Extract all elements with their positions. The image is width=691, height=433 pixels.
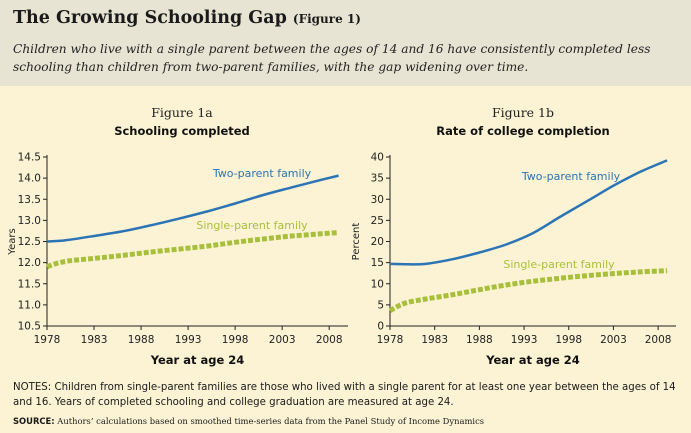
fig1b-x-tick-label: 1988 (466, 334, 493, 346)
notes-text: Children from single-parent families are… (13, 382, 676, 408)
header-band: The Growing Schooling Gap (Figure 1) Chi… (0, 0, 691, 86)
fig1a-x-axis-title: Year at age 24 (150, 353, 245, 367)
fig1b-y-axis-title: Percent (351, 223, 362, 261)
fig1a-y-tick-label: 14.5 (18, 152, 41, 164)
fig1a-two-parent-label: Two-parent family (212, 167, 312, 180)
source-text: Authors’ calculations based on smoothed … (57, 416, 485, 426)
fig1b-x-tick-label: 1983 (421, 334, 448, 346)
fig1b-x-tick-label: 2003 (600, 334, 627, 346)
fig1b-x-tick-label: 1978 (377, 334, 404, 346)
title-figure-note: (Figure 1) (292, 12, 361, 26)
notes: NOTES: Children from single-parent famil… (13, 380, 683, 410)
fig1a-x-tick-label: 1983 (81, 334, 108, 346)
figure-1a-title: Schooling completed (114, 124, 250, 138)
figure-1a-label: Figure 1a (151, 105, 213, 120)
fig1a-y-tick-label: 10.5 (18, 321, 41, 333)
fig1b-x-tick-label: 2008 (645, 334, 672, 346)
notes-lead: NOTES: (13, 382, 52, 393)
fig1b-y-tick-label: 25 (371, 215, 384, 227)
fig1a-x-tick-label: 1998 (222, 334, 249, 346)
fig1a-two-parent-line (46, 174, 339, 243)
fig1a-y-axis-title: Years (7, 228, 18, 255)
fig1a-x-tick-label: 1988 (128, 334, 155, 346)
fig1a-y-tick-label: 13.0 (18, 215, 41, 227)
fig1b-y-tick-label: 35 (371, 173, 384, 185)
fig1b-x-tick-label: 1998 (555, 334, 582, 346)
fig1b-single-parent-label: Single-parent family (503, 258, 615, 271)
fig1a-single-parent-label: Single-parent family (196, 219, 308, 232)
fig1b-y-tick-label: 40 (371, 152, 384, 164)
fig1a-y-tick-label: 12.5 (18, 236, 41, 248)
source-lead: SOURCE: (13, 416, 55, 426)
fig1b-y-tick-label: 0 (377, 321, 384, 333)
fig1b-y-tick-label: 20 (371, 236, 384, 248)
figure-1b-label: Figure 1b (491, 105, 555, 120)
fig1b-y-tick-label: 30 (371, 194, 384, 206)
page-title: The Growing Schooling Gap (Figure 1) (13, 8, 361, 28)
fig1b-two-parent-line (389, 159, 668, 266)
fig1a-y-tick-label: 14.0 (18, 173, 41, 185)
fig1a-x-tick-label: 2008 (316, 334, 343, 346)
fig1b-single-parent-line (388, 268, 668, 313)
fig1b-x-axis-title: Year at age 24 (485, 353, 580, 367)
fig1a-y-tick-label: 11.0 (18, 299, 41, 311)
figure-1b-title: Rate of college completion (436, 124, 610, 138)
fig1b-two-parent-label: Two-parent family (521, 170, 621, 183)
fig1a-x-tick-label: 2003 (269, 334, 296, 346)
source-line: SOURCE: Authors’ calculations based on s… (13, 416, 484, 426)
fig1a-y-tick-label: 13.5 (18, 194, 41, 206)
fig1b-y-tick-label: 10 (371, 278, 384, 290)
title-text: The Growing Schooling Gap (13, 8, 287, 28)
fig1b-y-tick-label: 15 (371, 257, 384, 269)
fig1a-x-tick-label: 1978 (34, 334, 61, 346)
fig1a-y-tick-label: 12.0 (18, 257, 41, 269)
fig1a-y-tick-label: 11.5 (18, 278, 41, 290)
fig1a-x-tick-label: 1993 (175, 334, 202, 346)
page-subtitle: Children who live with a single parent b… (13, 42, 651, 74)
fig1b-x-tick-label: 1993 (511, 334, 538, 346)
fig1b-y-tick-label: 5 (377, 299, 384, 311)
